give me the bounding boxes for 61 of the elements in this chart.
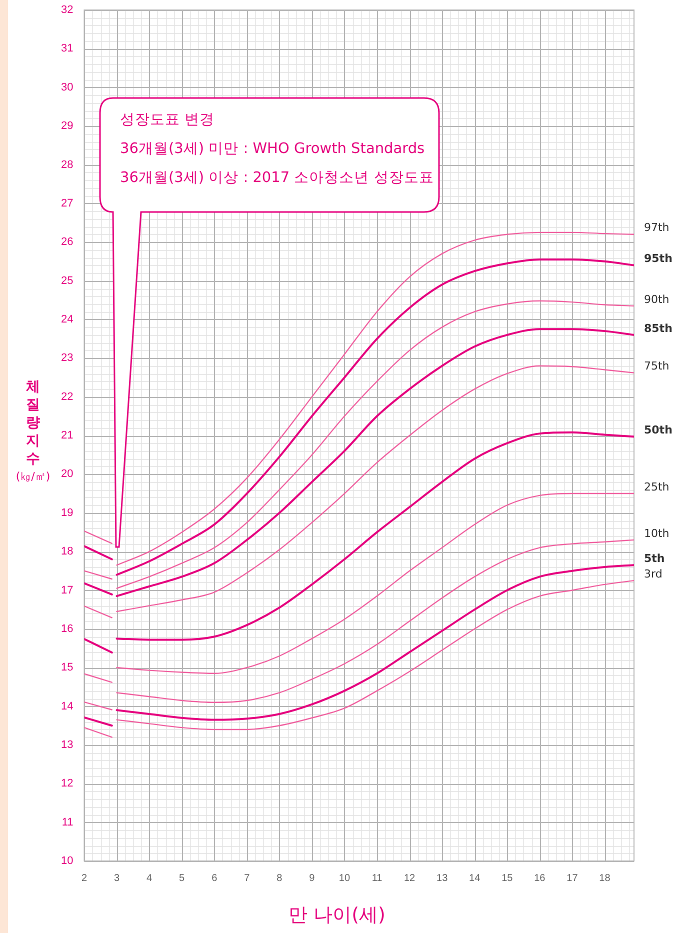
x-tick-label: 12 [404,872,416,884]
line-series [116,580,634,730]
y-tick-label: 13 [60,738,74,751]
y-tick-label: 11 [62,816,74,828]
x-tick-label: 17 [566,872,578,884]
y-tick-label: 22 [60,390,74,403]
x-tick-label: 9 [309,872,316,884]
series-label: 90th [644,292,670,306]
y-tick-label: 30 [60,81,74,94]
y-tick-label: 29 [60,120,74,132]
y-tick-label: 15 [60,662,74,674]
x-axis-title: 만 나이(세) [288,903,386,928]
x-tick-label: 10 [338,872,350,884]
series-label: 5th [644,552,665,565]
y-tick-label: 31 [60,42,74,55]
series-label: 3rd [644,567,662,580]
y-tick-label: 23 [60,352,74,364]
annotation: 36개월(3세) 이상 : 2017 소아청소년 성장도표 [120,169,434,187]
y-tick-label: 27 [60,197,74,210]
y-axis-title: 체질량지수 (㎏/㎡) [14,378,52,485]
series-label: 50th [644,424,672,437]
annotation: 성장도표 변경 [120,111,215,129]
x-tick-label: 11 [372,872,383,884]
x-tick-label: 3 [114,872,120,884]
x-tick-label: 16 [534,872,546,884]
y-tick-label: 10 [60,855,74,868]
y-tick-label: 16 [60,622,74,635]
series-label: 85th [644,322,672,335]
y-tick-label: 14 [60,700,74,712]
line-series [116,431,634,641]
x-tick-label: 18 [599,872,611,884]
series-label: 10th [644,526,670,540]
line-series [116,365,634,612]
y-tick-label: 18 [60,546,74,558]
x-tick-label: 5 [179,872,186,884]
line-series [116,539,634,704]
line-series [116,492,634,674]
x-tick-label: 2 [81,872,88,884]
annotation: 36개월(3세) 미만 : WHO Growth Standards [120,140,425,158]
y-tick-label: 24 [60,313,74,326]
series-label: 75th [644,360,670,373]
y-tick-label: 12 [60,778,74,790]
y-tick-label: 21 [60,430,74,442]
line-series [116,564,634,721]
y-tick-label: 25 [60,274,74,287]
x-tick-label: 7 [244,872,250,884]
x-tick-label: 4 [146,872,153,884]
x-tick-label: 13 [436,872,448,884]
series-label: 95th [644,252,672,266]
y-tick-label: 32 [60,4,74,16]
x-tick-label: 8 [276,872,283,884]
y-tick-label: 26 [60,236,74,248]
series-label: 97th [644,221,670,234]
y-tick-label: 17 [60,584,74,596]
y-tick-label: 28 [60,158,74,171]
y-tick-label: 20 [60,468,74,480]
x-tick-label: 14 [469,872,481,884]
x-tick-label: 15 [502,872,514,884]
x-tick-label: 6 [212,872,218,884]
y-tick-label: 19 [60,506,74,519]
series-label: 25th [644,480,670,494]
